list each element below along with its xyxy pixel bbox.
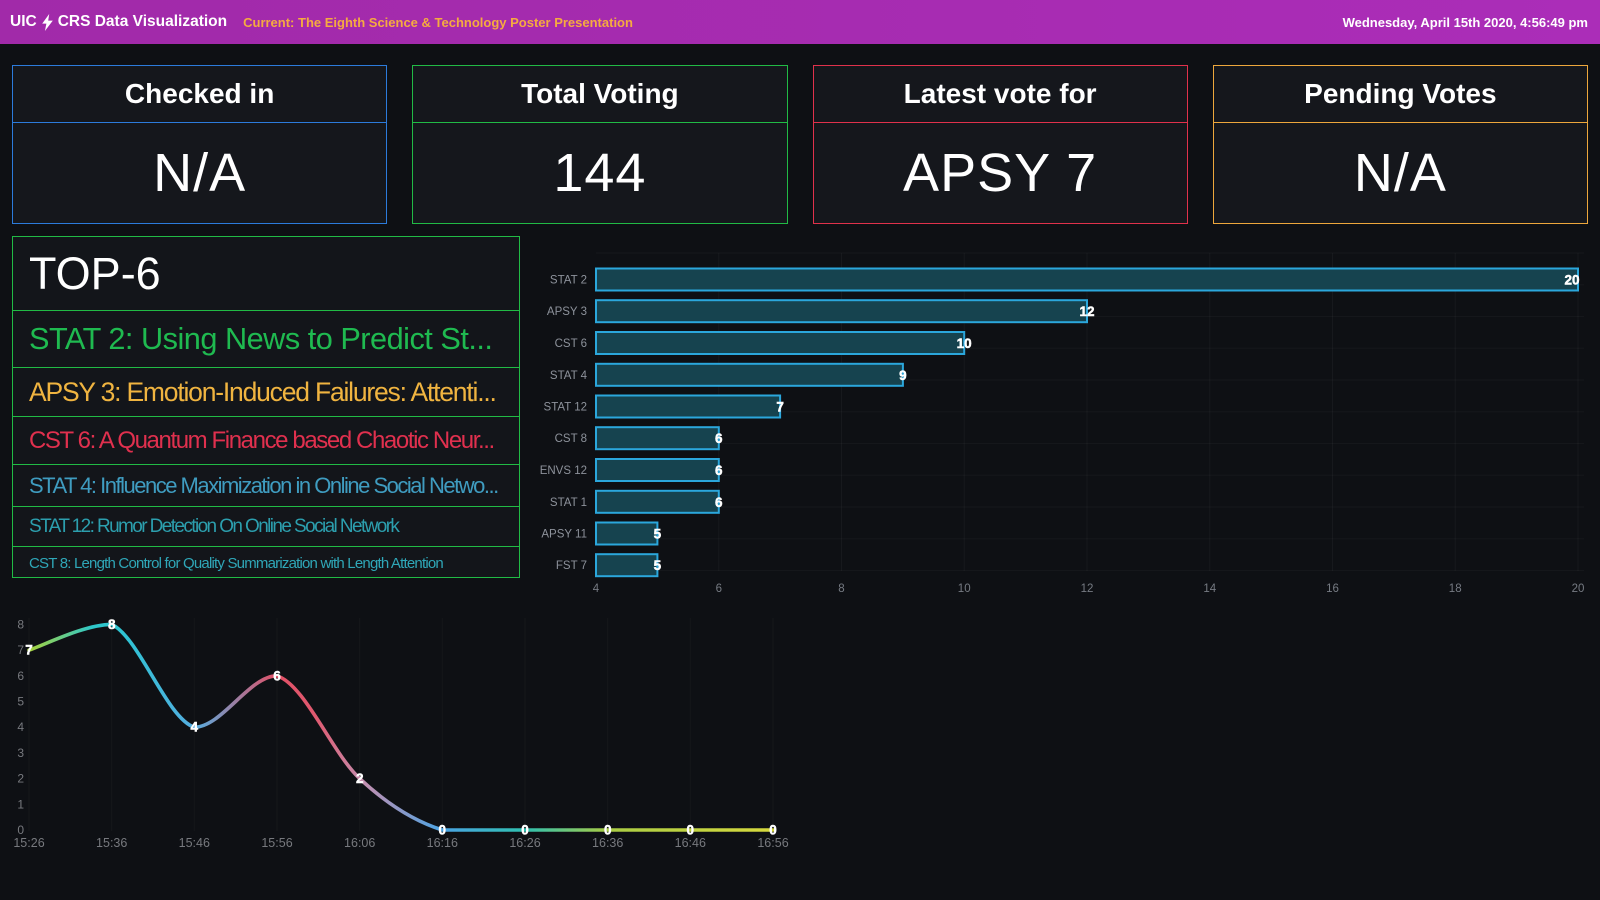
svg-text:16:06: 16:06 (344, 836, 375, 850)
svg-text:4: 4 (593, 583, 600, 595)
svg-text:7: 7 (17, 643, 24, 657)
svg-text:16:46: 16:46 (675, 836, 706, 850)
svg-text:15:26: 15:26 (13, 836, 44, 850)
svg-text:4: 4 (17, 720, 24, 734)
svg-text:8: 8 (17, 617, 24, 631)
svg-text:STAT 2: STAT 2 (550, 275, 587, 287)
svg-text:16:56: 16:56 (757, 836, 788, 850)
svg-text:STAT 12: STAT 12 (544, 402, 587, 414)
svg-text:6: 6 (715, 431, 723, 446)
svg-text:8: 8 (838, 583, 844, 595)
svg-text:5: 5 (654, 527, 662, 542)
svg-text:8: 8 (108, 617, 116, 632)
svg-text:12: 12 (1079, 304, 1094, 319)
svg-text:15:36: 15:36 (96, 836, 127, 850)
svg-text:20: 20 (1572, 583, 1585, 595)
svg-text:6: 6 (716, 583, 722, 595)
svg-text:5: 5 (17, 695, 24, 709)
svg-text:6: 6 (273, 668, 281, 683)
svg-text:STAT 1: STAT 1 (550, 497, 587, 509)
svg-text:APSY 11: APSY 11 (541, 529, 587, 541)
svg-text:4: 4 (191, 720, 199, 735)
svg-text:12: 12 (1081, 583, 1094, 595)
svg-text:18: 18 (1449, 583, 1462, 595)
svg-text:3: 3 (17, 746, 24, 760)
svg-text:15:56: 15:56 (261, 836, 292, 850)
svg-text:ENVS 12: ENVS 12 (540, 465, 587, 477)
svg-text:CST 6: CST 6 (555, 338, 587, 350)
svg-text:16: 16 (1326, 583, 1339, 595)
svg-text:FST 7: FST 7 (556, 560, 587, 572)
svg-text:7: 7 (25, 643, 33, 658)
svg-text:APSY 3: APSY 3 (547, 306, 587, 318)
svg-text:10: 10 (957, 336, 972, 351)
svg-text:0: 0 (687, 823, 695, 838)
svg-text:16:16: 16:16 (427, 836, 458, 850)
svg-text:0: 0 (439, 823, 447, 838)
svg-text:15:46: 15:46 (179, 836, 210, 850)
svg-text:5: 5 (654, 558, 662, 573)
svg-text:0: 0 (604, 823, 612, 838)
svg-text:1: 1 (17, 797, 24, 811)
svg-text:14: 14 (1203, 583, 1216, 595)
svg-text:10: 10 (958, 583, 971, 595)
svg-text:16:36: 16:36 (592, 836, 623, 850)
svg-text:6: 6 (715, 495, 723, 510)
svg-text:CST 8: CST 8 (555, 433, 587, 445)
svg-text:7: 7 (776, 400, 784, 415)
svg-text:9: 9 (899, 368, 907, 383)
svg-text:2: 2 (356, 771, 364, 786)
svg-text:0: 0 (17, 823, 24, 837)
svg-text:20: 20 (1564, 273, 1579, 288)
svg-text:STAT 4: STAT 4 (550, 370, 588, 382)
svg-text:0: 0 (769, 823, 777, 838)
svg-text:6: 6 (715, 463, 723, 478)
svg-text:2: 2 (17, 772, 24, 786)
svg-text:6: 6 (17, 669, 24, 683)
svg-text:0: 0 (521, 823, 529, 838)
svg-text:16:26: 16:26 (509, 836, 540, 850)
